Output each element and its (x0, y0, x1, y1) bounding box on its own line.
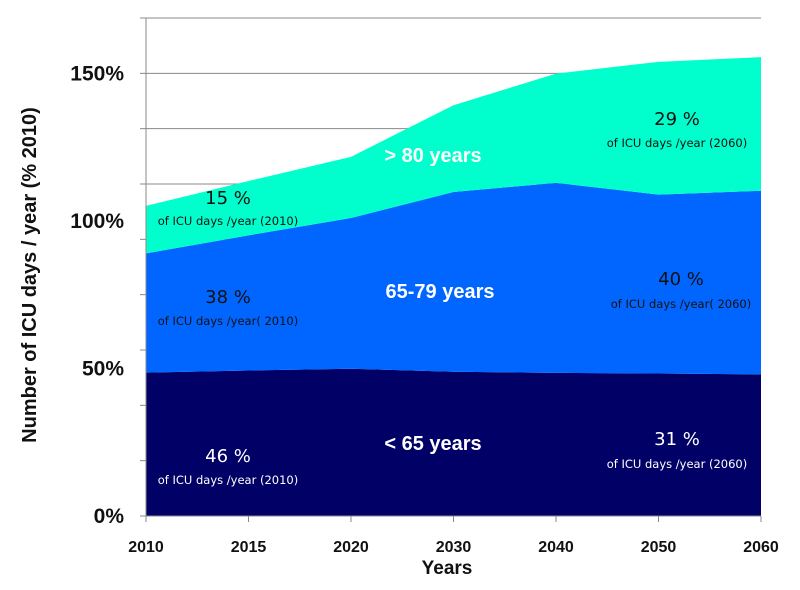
y-tick-label: 100% (70, 210, 124, 233)
y-tick-label: 150% (70, 62, 124, 85)
x-axis-label: Years (422, 558, 473, 579)
area-series-1 (146, 182, 761, 375)
x-tick-label: 2040 (538, 539, 574, 556)
x-tick-label: 2050 (641, 539, 677, 556)
annotation-old-2060-pct: 29 % (654, 109, 700, 130)
area-series-2 (146, 57, 761, 254)
y-axis-label: Number of ICU days / year (% 2010) (19, 107, 41, 443)
annotation-young-2060-pct: 31 % (654, 429, 700, 450)
area-series-0 (146, 368, 761, 516)
x-tick-label: 2020 (333, 539, 369, 556)
x-tick-label: 2030 (436, 539, 472, 556)
annotation-mid-2010-pct: 38 % (205, 287, 251, 308)
series-label-under-65: < 65 years (384, 433, 481, 455)
annotation-old-2010-sub: of ICU days /year (2010) (158, 214, 298, 228)
annotation-young-2010-pct: 46 % (205, 446, 251, 467)
annotation-mid-2060-pct: 40 % (658, 269, 704, 290)
annotation-mid-2060-sub: of ICU days /year( 2060) (611, 297, 751, 311)
annotation-old-2060-sub: of ICU days /year (2060) (607, 136, 747, 150)
x-tick-label: 2060 (743, 539, 779, 556)
x-tick-label: 2015 (231, 539, 267, 556)
series-label-65-79: 65-79 years (386, 281, 495, 303)
annotation-old-2010-pct: 15 % (205, 188, 251, 209)
x-tick-label: 2010 (128, 539, 164, 556)
annotation-mid-2010-sub: of ICU days /year( 2010) (158, 314, 298, 328)
y-tick-label: 50% (82, 357, 124, 380)
series-label-over-80: > 80 years (384, 145, 481, 167)
y-tick-label: 0% (94, 505, 125, 528)
annotation-young-2010-sub: of ICU days /year (2010) (158, 473, 298, 487)
annotation-young-2060-sub: of ICU days /year (2060) (607, 457, 747, 471)
